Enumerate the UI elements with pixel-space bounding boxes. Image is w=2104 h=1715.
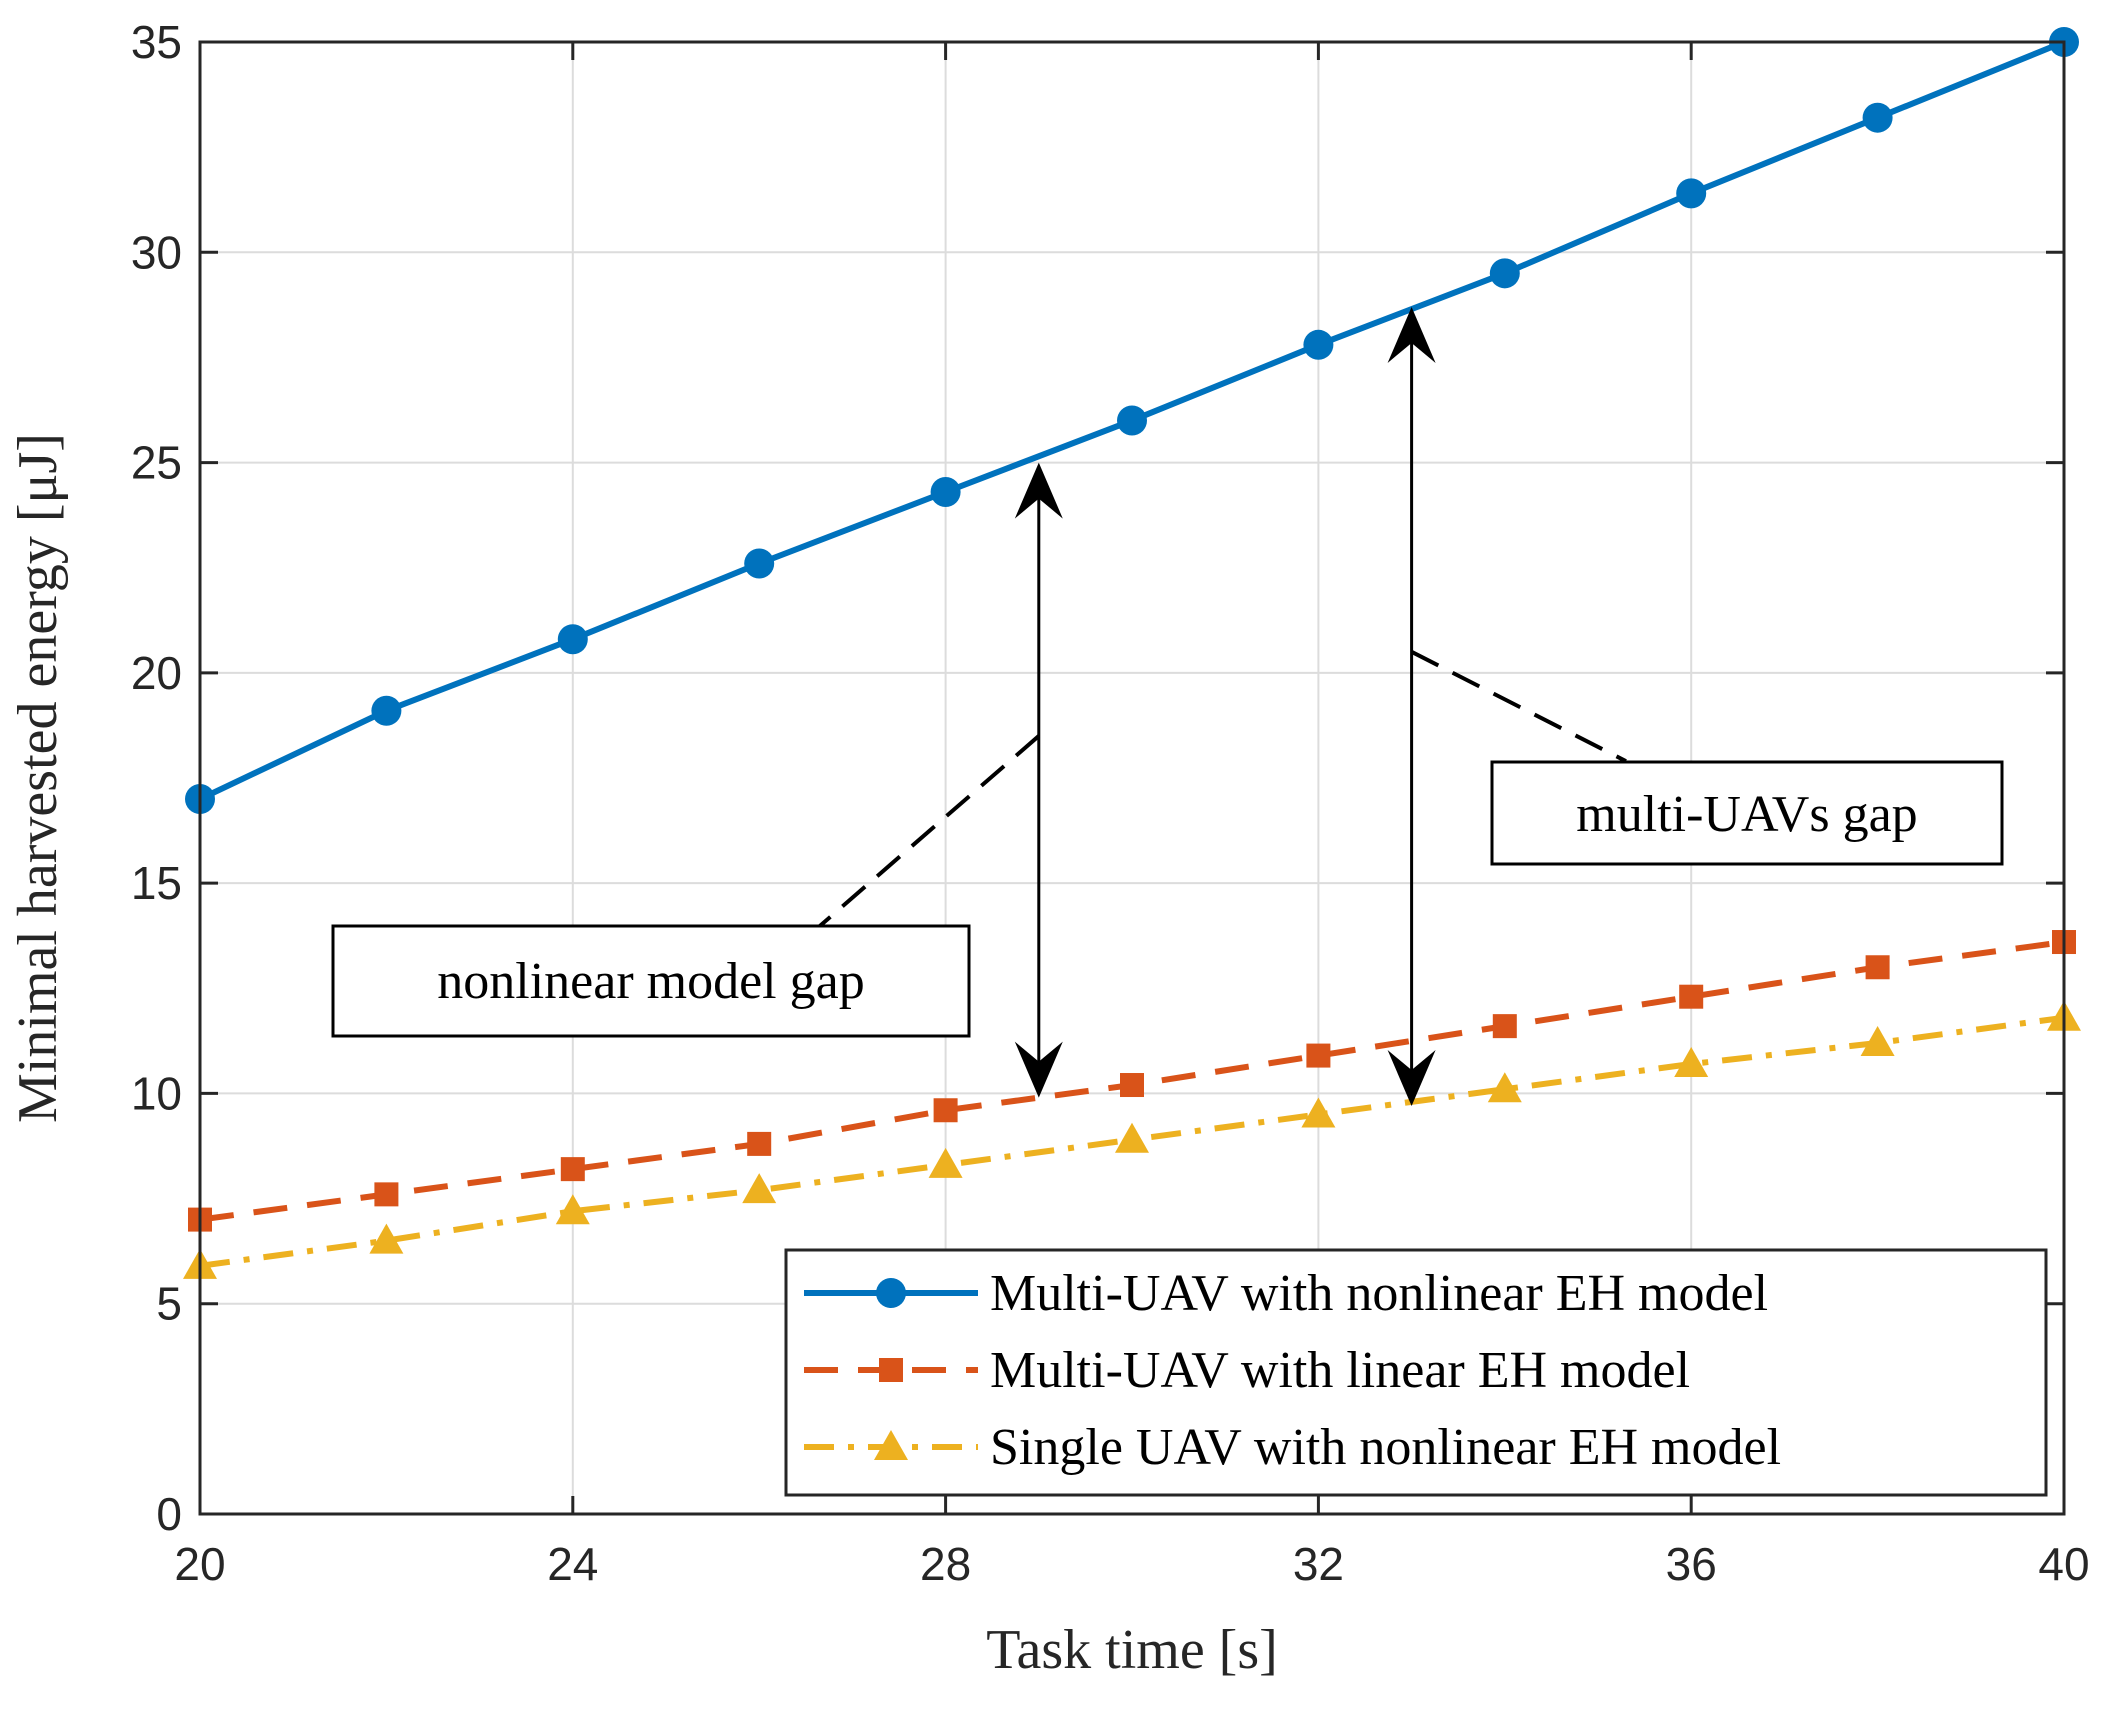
x-tick-label: 28	[920, 1538, 971, 1590]
series-1	[185, 27, 2079, 815]
series-3-point	[1115, 1122, 1149, 1153]
annotation-2-text: multi-UAVs gap	[1576, 786, 1917, 843]
series-1-point	[1676, 178, 1707, 209]
annotation-2-leader	[1410, 650, 1627, 763]
legend-box	[784, 1248, 2048, 1497]
ticks: 20 24 28 32 36 40 0 5 10 15 20 25 30 35	[131, 16, 2090, 1590]
y-tick-label: 30	[131, 226, 182, 278]
legend-entry-1: Multi-UAV with nonlinear EH model	[804, 1265, 1768, 1322]
series-3-point	[1301, 1097, 1336, 1128]
legend-entry-3: Single UAV with nonlinear EH model	[804, 1419, 1781, 1476]
series-1-point	[557, 624, 588, 655]
y-tick-label: 15	[131, 857, 182, 909]
series-3-point	[1674, 1046, 1709, 1077]
series-2-point	[1306, 1043, 1331, 1068]
legend-swatch-marker	[879, 1358, 903, 1382]
legend-swatch-marker	[876, 1278, 906, 1308]
series-1-point	[744, 548, 775, 579]
series-2-point	[374, 1182, 399, 1207]
legend-swatch-marker	[874, 1430, 908, 1460]
x-tick-label: 36	[1666, 1538, 1717, 1590]
series-2-point	[1679, 984, 1704, 1009]
series-1-point	[1117, 405, 1147, 436]
series-2-point	[933, 1098, 958, 1123]
legend-label: Single UAV with nonlinear EH model	[990, 1419, 1781, 1476]
series-3-point	[742, 1173, 777, 1204]
series-1-point	[371, 695, 402, 726]
series-3-point	[369, 1223, 404, 1254]
annotation-1-text: nonlinear model gap	[437, 953, 864, 1010]
legend-entry-2: Multi-UAV with linear EH model	[804, 1342, 1690, 1399]
legend: Multi-UAV with nonlinear EH model Multi-U…	[784, 1248, 2048, 1497]
annotation-2-arrow-head-bottom	[1387, 1050, 1436, 1107]
y-tick-label: 25	[131, 437, 182, 489]
annotation-1-leader	[795, 734, 1041, 948]
annotation-1-arrow-head-top	[1014, 462, 1063, 519]
annotation-1: nonlinear model gap	[331, 462, 1063, 1098]
y-tick-label: 20	[131, 647, 182, 699]
annotation-2: multi-UAVs gap	[1387, 306, 2004, 1107]
x-tick-label: 40	[2038, 1538, 2089, 1590]
series-1-point	[1489, 258, 1520, 289]
series-1-point	[1862, 102, 1893, 133]
plot-frame	[198, 40, 2066, 1516]
series-3-point	[555, 1194, 590, 1225]
annotation-2-arrow-head-top	[1387, 306, 1436, 363]
annotation-2-box	[1490, 760, 2004, 866]
y-tick-label: 5	[156, 1278, 182, 1330]
y-axis-label: Minimal harvested energy [μJ]	[7, 433, 69, 1123]
series-3-point	[1487, 1072, 1522, 1103]
x-axis-label: Task time [s]	[986, 1619, 1278, 1681]
annotation-1-arrow-head-bottom	[1014, 1041, 1063, 1098]
series-1-point	[930, 477, 961, 508]
x-tick-label: 24	[547, 1538, 598, 1590]
series-2-point	[560, 1157, 585, 1182]
series-3	[183, 1000, 2081, 1279]
series-3-point	[928, 1147, 963, 1178]
series-2-point	[747, 1131, 772, 1156]
series-3-point	[1860, 1025, 1895, 1056]
y-tick-label: 10	[131, 1067, 182, 1119]
annotation-1-box	[331, 924, 971, 1038]
legend-label: Multi-UAV with nonlinear EH model	[990, 1265, 1768, 1322]
series-2-point	[1865, 955, 1890, 980]
series-2-point	[1492, 1014, 1517, 1039]
series-2-point	[1120, 1073, 1144, 1098]
y-tick-label: 35	[131, 16, 182, 68]
x-tick-label: 20	[174, 1538, 225, 1590]
series-1-point	[1303, 329, 1334, 360]
y-tick-label: 0	[156, 1488, 182, 1540]
x-tick-label: 32	[1293, 1538, 1344, 1590]
legend-label: Multi-UAV with linear EH model	[990, 1342, 1690, 1399]
annotations: nonlinear model gap multi-UAVs gap	[331, 306, 2004, 1107]
